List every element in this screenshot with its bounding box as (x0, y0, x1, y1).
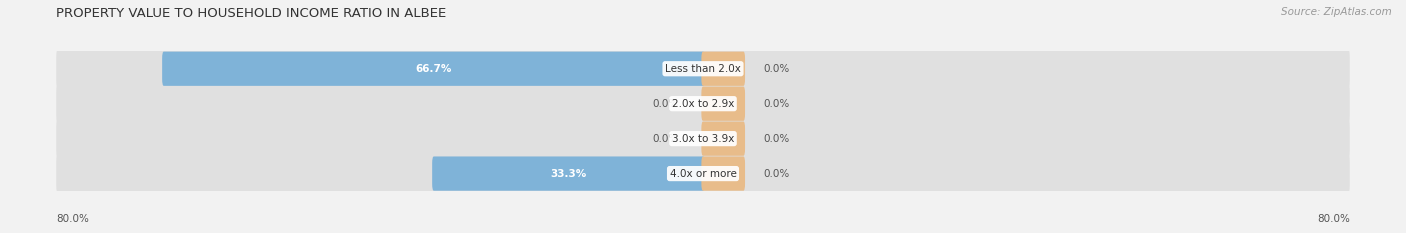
FancyBboxPatch shape (702, 86, 745, 121)
Text: 0.0%: 0.0% (763, 134, 790, 144)
FancyBboxPatch shape (56, 117, 1350, 160)
FancyBboxPatch shape (56, 152, 1350, 195)
Text: 4.0x or more: 4.0x or more (669, 169, 737, 178)
Text: Less than 2.0x: Less than 2.0x (665, 64, 741, 74)
Text: 0.0%: 0.0% (652, 134, 679, 144)
FancyBboxPatch shape (56, 47, 1350, 90)
Text: PROPERTY VALUE TO HOUSEHOLD INCOME RATIO IN ALBEE: PROPERTY VALUE TO HOUSEHOLD INCOME RATIO… (56, 7, 447, 20)
Text: 80.0%: 80.0% (56, 214, 89, 224)
FancyBboxPatch shape (702, 157, 745, 191)
FancyBboxPatch shape (162, 51, 704, 86)
Text: 0.0%: 0.0% (652, 99, 679, 109)
Text: 0.0%: 0.0% (763, 64, 790, 74)
Text: 0.0%: 0.0% (763, 169, 790, 178)
Text: 3.0x to 3.9x: 3.0x to 3.9x (672, 134, 734, 144)
Text: Source: ZipAtlas.com: Source: ZipAtlas.com (1281, 7, 1392, 17)
FancyBboxPatch shape (702, 122, 745, 156)
Text: 2.0x to 2.9x: 2.0x to 2.9x (672, 99, 734, 109)
FancyBboxPatch shape (56, 82, 1350, 125)
Text: 0.0%: 0.0% (763, 99, 790, 109)
Text: 33.3%: 33.3% (550, 169, 586, 178)
Text: 66.7%: 66.7% (415, 64, 451, 74)
FancyBboxPatch shape (432, 157, 704, 191)
Text: 80.0%: 80.0% (1317, 214, 1350, 224)
FancyBboxPatch shape (702, 51, 745, 86)
